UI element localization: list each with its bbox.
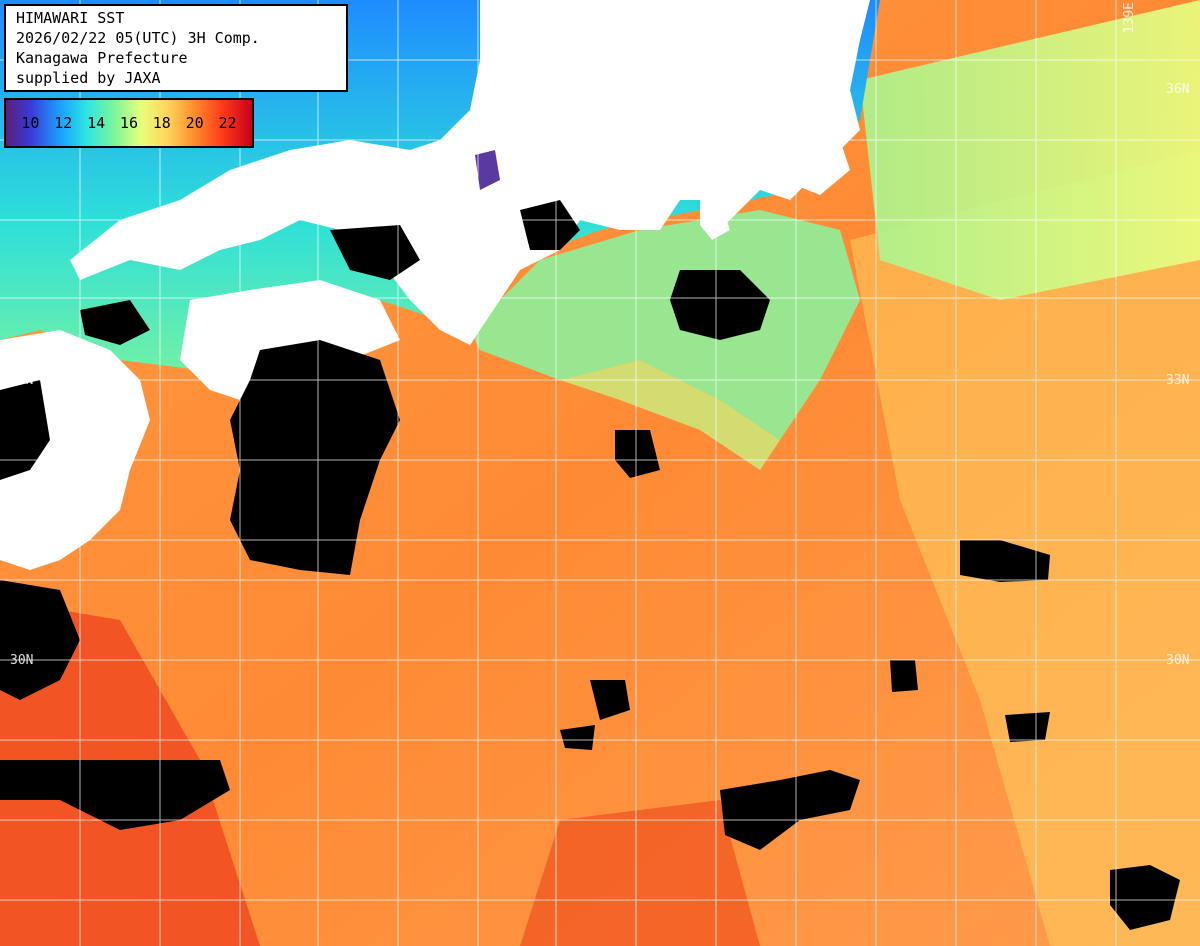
legend-label-22: 22 [218,114,237,132]
lat-label-33n-right: 33N [1166,373,1190,388]
legend-label-20: 20 [185,114,204,132]
map-info-box: HIMAWARI SST 2026/02/22 05(UTC) 3H Comp.… [4,4,348,92]
lat-label-33n-left: 33N [10,373,34,388]
map-credit: supplied by JAXA [16,69,161,87]
legend-label-10: 10 [21,114,40,132]
map-region: Kanagawa Prefecture [16,49,188,67]
lon-label-136e: 136E [483,2,498,34]
lon-label-139e: 139E [1122,2,1137,34]
lat-label-36n-right: 36N [1166,82,1190,97]
cloud-mask [0,150,1180,930]
sst-color-legend: 10 12 14 16 18 20 22 [4,98,254,148]
sea-kuroshio-front [560,360,780,470]
land-honshu [70,0,870,345]
legend-label-18: 18 [152,114,171,132]
map-timestamp: 2026/02/22 05(UTC) 3H Comp. [16,29,260,47]
lat-label-30n-right: 30N [1166,653,1190,668]
legend-label-12: 12 [54,114,73,132]
legend-label-14: 14 [87,114,106,132]
sea-east-pale [860,0,1200,300]
legend-label-16: 16 [119,114,138,132]
map-title: HIMAWARI SST [16,9,125,27]
sea-hot-south [520,800,760,946]
lat-label-30n-left: 30N [10,653,34,668]
sea-coastal-green [470,210,860,440]
land-boso [795,140,850,195]
land-shikoku [180,280,400,400]
